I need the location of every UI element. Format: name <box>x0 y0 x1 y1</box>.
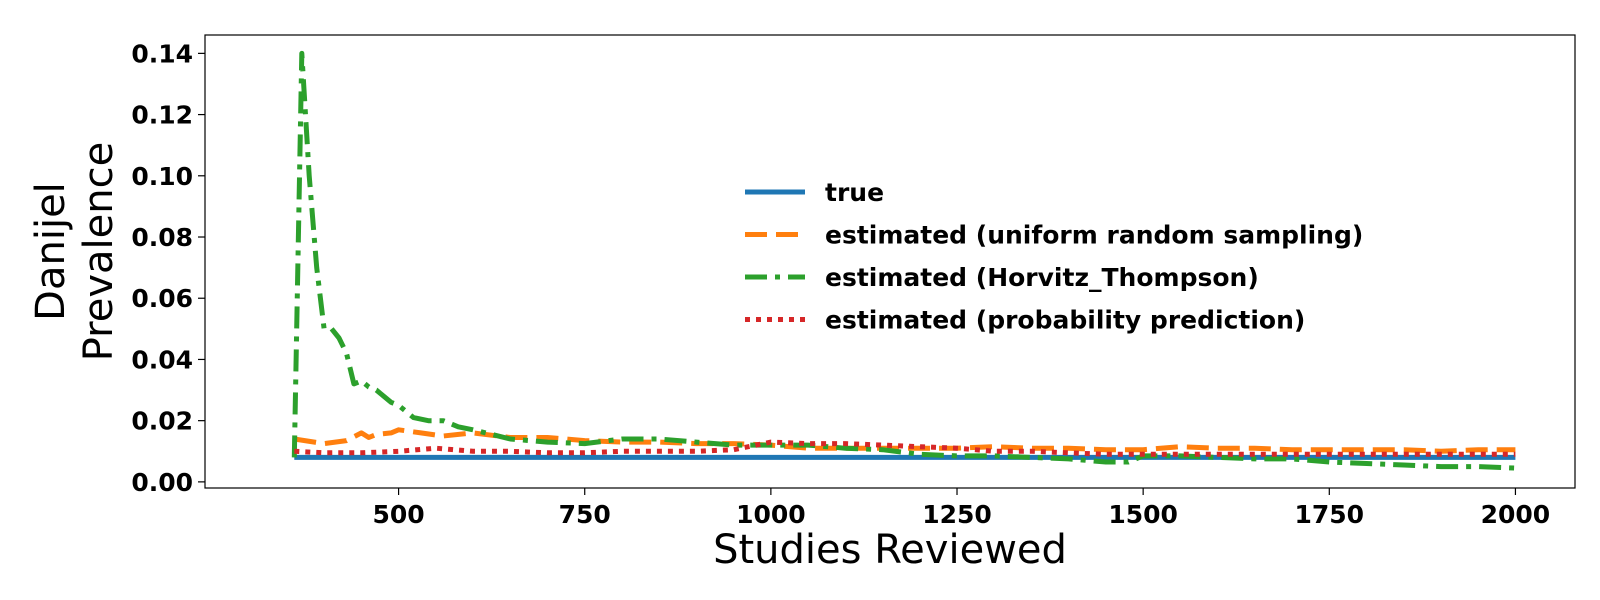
legend-label-1: estimated (uniform random sampling) <box>825 221 1363 250</box>
x-tick-label: 1000 <box>736 500 806 529</box>
y-tick-label: 0.12 <box>131 101 193 130</box>
x-tick-label: 1500 <box>1108 500 1178 529</box>
plot-frame <box>204 34 1576 489</box>
x-tick-label: 1250 <box>922 500 992 529</box>
y-tick-label: 0.06 <box>131 284 193 313</box>
y-axis-title: Danijel Prevalence <box>28 142 122 361</box>
legend-label-3: estimated (probability prediction) <box>825 306 1305 335</box>
series-line-2 <box>291 50 1516 471</box>
legend: true estimated (uniform random sampling) e… <box>745 178 1363 335</box>
x-axis-title: Studies Reviewed <box>713 527 1067 573</box>
y-tick-label: 0.14 <box>131 39 193 68</box>
y-tick-label: 0.04 <box>131 345 193 374</box>
series-line-1 <box>293 427 1516 454</box>
x-tick-label: 500 <box>372 500 424 529</box>
x-tick-label: 1750 <box>1294 500 1364 529</box>
y-tick-label: 0.02 <box>131 407 193 436</box>
legend-label-0: true <box>825 178 884 207</box>
y-axis-title-line: Danijel <box>28 182 74 321</box>
legend-label-2: estimated (Horvitz_Thompson) <box>825 263 1259 292</box>
x-tick-label: 2000 <box>1481 500 1551 529</box>
series-group <box>291 50 1516 471</box>
y-tick-label: 0.00 <box>131 468 193 497</box>
y-tick-label: 0.10 <box>131 162 193 191</box>
series-line-3 <box>294 439 1516 457</box>
x-tick-label: 750 <box>559 500 611 529</box>
y-axis-title-line: Prevalence <box>76 142 122 361</box>
y-tick-label: 0.08 <box>131 223 193 252</box>
